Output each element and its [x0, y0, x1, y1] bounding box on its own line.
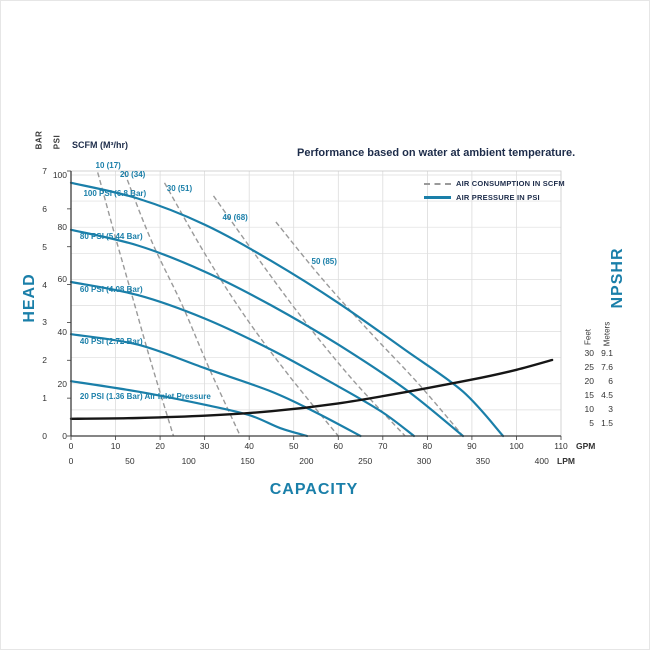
gpm-tick-label: 60: [333, 441, 343, 451]
meters-tick-label: 4.5: [601, 390, 613, 400]
meters-tick-label: 7.6: [601, 362, 613, 372]
scfm-axis-header: SCFM (M³/hr): [72, 140, 128, 150]
feet-tick-label: 5: [589, 418, 594, 428]
bar-tick-label: 2: [42, 355, 47, 366]
npshr-curve: [69, 358, 554, 420]
psi-unit-label: PSI: [52, 134, 62, 150]
gpm-tick-label: 10: [110, 441, 121, 451]
lpm-tick-label: 250: [358, 456, 373, 466]
solid-line-icon: [424, 196, 451, 199]
meters-tick-label: 6: [608, 376, 613, 386]
lpm-tick-label: 0: [68, 456, 74, 466]
gpm-tick-label: 110: [554, 441, 568, 451]
feet-tick-label: 10: [584, 404, 594, 414]
psi-tick-label: 0: [62, 431, 67, 441]
air-consumption-curves: [97, 172, 464, 437]
feet-tick-label: 15: [584, 390, 594, 400]
gpm-tick-label: 40: [244, 441, 254, 451]
air-consumption-curve-label: 30 (51): [166, 184, 193, 194]
dashed-line-icon: [424, 182, 451, 185]
bar-tick-label: 4: [42, 279, 47, 290]
capacity-axis-label: CAPACITY: [269, 481, 359, 498]
pressure-curve-label: 60 PSI (4.08 Bar): [79, 284, 143, 294]
legend-label-air-pressure: AIR PRESSURE IN PSI: [456, 193, 540, 202]
bar-unit-label: BAR: [34, 130, 44, 150]
gpm-tick-label: 50: [288, 441, 299, 451]
meters-tick-label: 9.1: [601, 348, 613, 358]
lpm-tick-label: 50: [125, 456, 135, 466]
chart-title: Performance based on water at ambient te…: [297, 147, 576, 159]
npshr-axis-label: NPSHR: [609, 247, 626, 309]
gpm-tick-label: 20: [155, 441, 165, 451]
bar-tick-label: 6: [42, 203, 47, 214]
lpm-tick-label: 200: [299, 456, 314, 466]
lpm-unit-label: LPM: [557, 456, 575, 466]
lpm-tick-label: 150: [240, 456, 255, 466]
legend-label-air-consumption: AIR CONSUMPTION IN SCFM: [456, 179, 565, 188]
psi-tick-label: 40: [57, 326, 67, 337]
air-consumption-curve-label: 20 (34): [120, 169, 146, 179]
axis-lines: [70, 171, 561, 437]
meters-tick-label: 3: [608, 404, 613, 414]
gpm-unit-label: GPM: [576, 441, 596, 451]
meters-tick-label: 1.5: [601, 418, 613, 428]
gpm-tick-label: 80: [422, 441, 433, 451]
psi-tick-label: 60: [57, 274, 67, 285]
bar-tick-label: 7: [42, 166, 47, 176]
bar-tick-label: 1: [42, 393, 47, 404]
lpm-tick-label: 300: [416, 456, 432, 466]
gpm-tick-label: 0: [68, 441, 74, 451]
pressure-curve-label: 40 PSI (2.72 Bar): [79, 336, 143, 346]
psi-tick-label: 100: [52, 169, 67, 180]
lpm-tick-label: 100: [181, 456, 196, 466]
legend: AIR CONSUMPTION IN SCFM AIR PRESSURE IN …: [424, 178, 565, 206]
gpm-tick-label: 30: [199, 441, 210, 451]
legend-item-air-pressure: AIR PRESSURE IN PSI: [424, 192, 565, 203]
feet-tick-label: 30: [584, 348, 594, 358]
gpm-tick-label: 100: [509, 441, 524, 451]
lpm-tick-label: 350: [475, 456, 490, 466]
bar-tick-label: 5: [42, 241, 47, 252]
pressure-curve-label: 80 PSI (5.44 Bar): [79, 232, 143, 242]
gpm-tick-label: 90: [467, 441, 477, 451]
air-consumption-curve-label: 50 (85): [311, 257, 337, 267]
psi-tick-label: 20: [57, 378, 67, 389]
axis-tick-marks: [67, 170, 562, 440]
legend-item-air-consumption: AIR CONSUMPTION IN SCFM: [424, 178, 565, 189]
air-consumption-curve-label: 10 (17): [95, 160, 121, 170]
bar-tick-label: 0: [42, 431, 47, 441]
feet-tick-label: 25: [584, 362, 594, 372]
air-consumption-curve-label: 40 (68): [222, 212, 248, 222]
meters-unit-label: Meters: [602, 321, 612, 347]
feet-unit-label: Feet: [583, 328, 593, 346]
gpm-tick-label: 70: [378, 441, 388, 451]
bar-tick-label: 3: [42, 317, 47, 328]
feet-tick-label: 20: [584, 376, 594, 386]
head-axis-label: HEAD: [21, 273, 38, 323]
psi-tick-label: 80: [57, 222, 67, 233]
lpm-tick-label: 400: [534, 456, 549, 466]
pressure-curve-label: 20 PSI (1.36 Bar) Air Inlet Pressure: [79, 391, 211, 401]
pressure-curve-label: 100 PSI (6.8 Bar): [83, 189, 147, 199]
